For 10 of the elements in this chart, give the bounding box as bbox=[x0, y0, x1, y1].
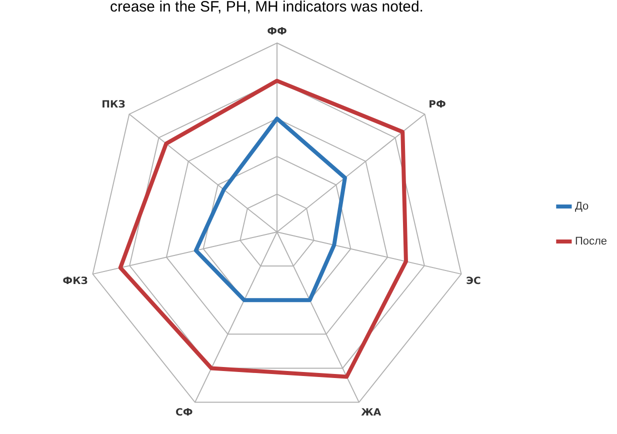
spoke-label: ФКЗ bbox=[62, 276, 88, 287]
legend-label: После bbox=[574, 236, 607, 248]
spoke-label: ЭС bbox=[466, 276, 481, 287]
spoke-label: ЖА bbox=[361, 407, 382, 418]
spoke-label: ФФ bbox=[267, 26, 287, 38]
spoke-label: РФ bbox=[428, 100, 446, 111]
spoke-label: ПКЗ bbox=[102, 100, 126, 111]
text: crease in the SF, PH, MH indicators was noted. bbox=[110, 0, 424, 16]
spoke-label: СФ bbox=[176, 407, 193, 418]
legend-label: До bbox=[574, 200, 589, 213]
